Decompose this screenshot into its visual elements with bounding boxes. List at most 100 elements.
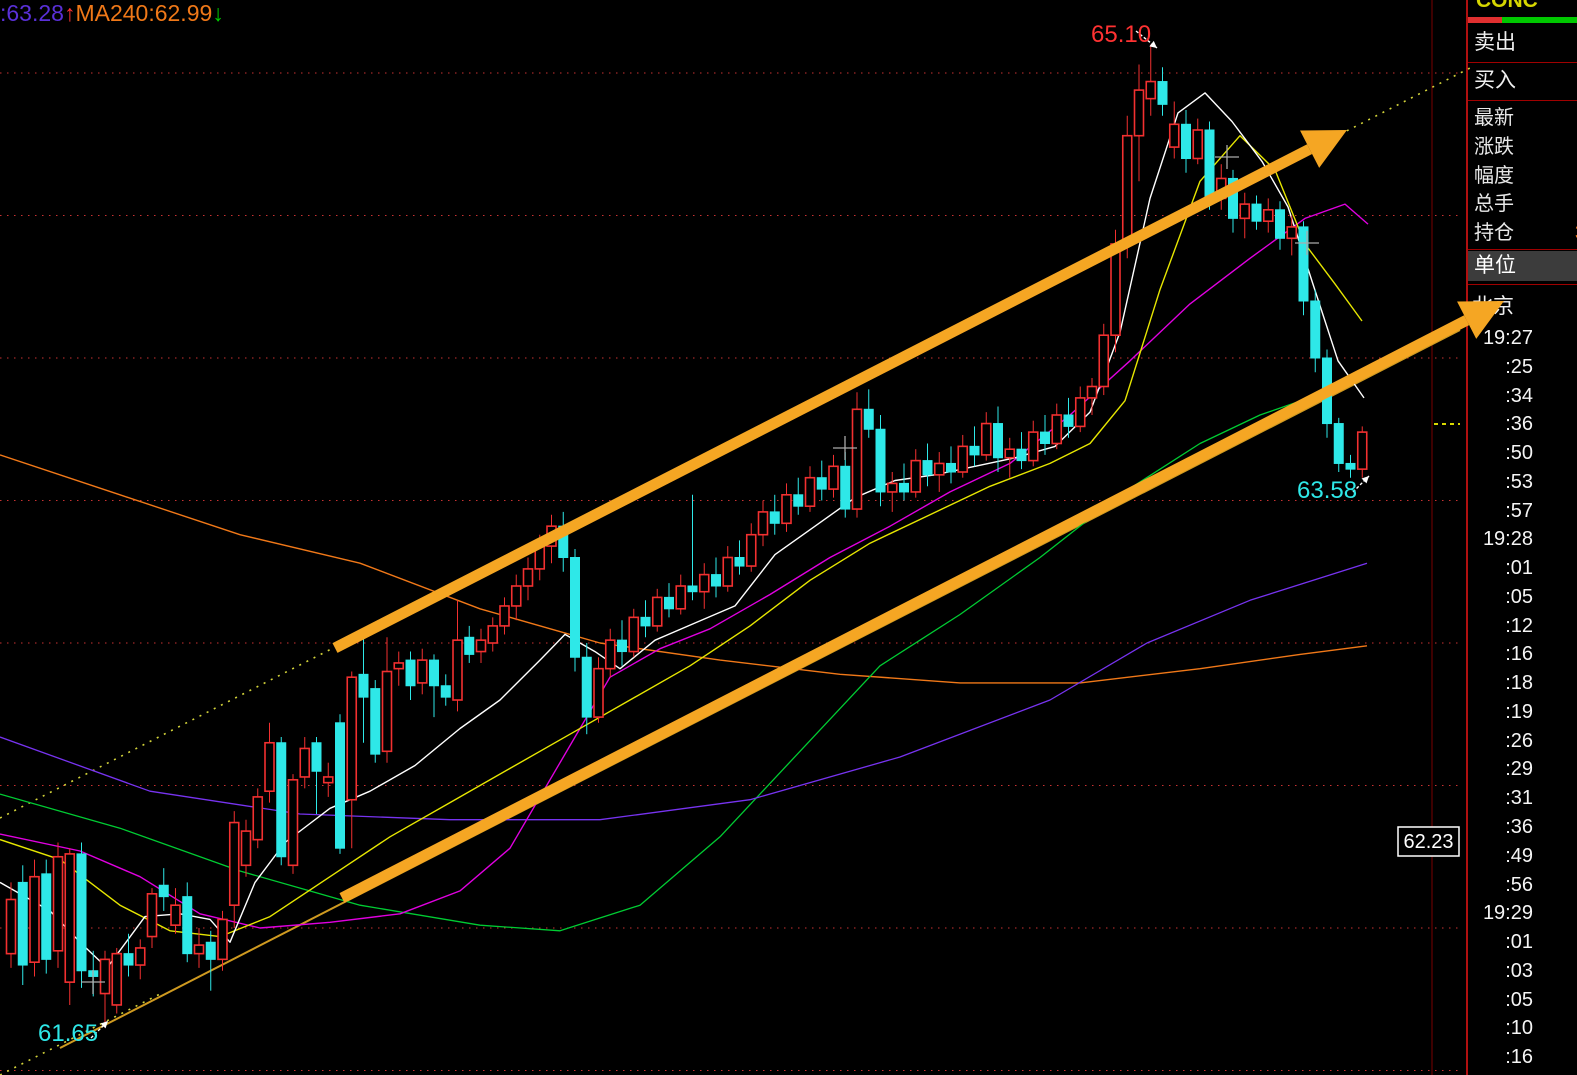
time-entry: :05 xyxy=(1505,988,1533,1011)
candle-down xyxy=(769,511,780,524)
ma-magenta xyxy=(0,203,1369,929)
time-entry: :01 xyxy=(1505,557,1533,580)
quote-row-持仓: 持仓 3 xyxy=(1468,219,1577,248)
candle-down xyxy=(1040,431,1050,445)
candle-up xyxy=(828,465,839,490)
time-entry: :25 xyxy=(1505,355,1533,378)
candle-up xyxy=(980,422,992,456)
candle-up xyxy=(1192,129,1204,160)
time-entry: :18 xyxy=(1505,672,1533,695)
time-sales-list[interactable]: 19:27:25:34:36:50:53:57 19:28:01:05:12:16… xyxy=(1468,324,1577,1072)
price-annotation-dip: 63.58 xyxy=(1297,477,1357,504)
pointer-arrow-peak xyxy=(1135,30,1158,49)
time-entry: :36 xyxy=(1505,816,1533,839)
buy-row[interactable]: 买入 xyxy=(1474,66,1516,96)
candle-up xyxy=(475,639,487,653)
candle-up xyxy=(170,904,181,926)
quote-row-幅度: 幅度 xyxy=(1468,162,1577,191)
candle-up xyxy=(593,667,604,718)
buy-label: 买入 xyxy=(1474,69,1516,92)
time-entry: :05 xyxy=(1505,585,1533,608)
candle-up xyxy=(393,662,405,670)
candle-down xyxy=(1310,300,1321,359)
pointer-arrow-dip xyxy=(1352,475,1370,493)
candle-down xyxy=(1322,357,1332,425)
time-entry: :34 xyxy=(1505,384,1533,407)
candle-up xyxy=(851,408,863,510)
candle-down xyxy=(687,585,698,593)
candle-down xyxy=(1016,448,1027,462)
candle-up xyxy=(134,947,146,966)
time-entry: :36 xyxy=(1505,413,1533,436)
candle-up xyxy=(1051,414,1063,445)
candle-down xyxy=(182,896,193,955)
candle-up xyxy=(452,639,463,701)
trend-arrow-upper-shaft xyxy=(332,144,1313,653)
quote-value: 3 xyxy=(1575,219,1577,248)
divider xyxy=(1468,284,1577,285)
candle-up xyxy=(886,482,898,493)
unit-row[interactable]: 单位 xyxy=(1468,251,1577,281)
candle-up xyxy=(264,741,275,793)
price-annotation-bottom: 61.65 xyxy=(38,1020,98,1047)
candle-up xyxy=(804,476,816,508)
candle-up xyxy=(781,493,792,525)
candle-down xyxy=(734,557,745,567)
candle-up xyxy=(146,892,158,938)
time-entry: :26 xyxy=(1505,729,1533,752)
candle-down xyxy=(581,656,592,718)
divider xyxy=(1468,62,1577,63)
candle-down xyxy=(276,742,287,858)
candle-up xyxy=(499,605,510,627)
candle-up xyxy=(299,747,311,778)
time-entry: :16 xyxy=(1505,1046,1533,1069)
quote-row-涨跌: 涨跌 xyxy=(1468,133,1577,162)
candle-up xyxy=(416,659,428,684)
candle-up xyxy=(757,511,769,536)
candle-up xyxy=(1239,203,1251,220)
time-entry: :53 xyxy=(1505,470,1533,493)
candle-down xyxy=(1181,123,1191,160)
timezone-label: 北京 xyxy=(1472,295,1514,318)
candle-up xyxy=(287,778,299,867)
candle-up xyxy=(651,596,663,627)
candle-up xyxy=(99,958,111,995)
candle-down xyxy=(558,525,569,559)
candle-up xyxy=(346,676,358,801)
sell-row[interactable]: 卖出 xyxy=(1474,28,1516,58)
candle-up xyxy=(745,533,757,567)
candle-up xyxy=(1121,134,1133,245)
time-entry: 19:28 xyxy=(1482,528,1533,551)
time-entry: :50 xyxy=(1505,442,1533,465)
candle-up xyxy=(29,875,40,964)
quote-row-总手: 总手 xyxy=(1468,190,1577,219)
quote-label: 幅度 xyxy=(1474,164,1514,187)
candle-up xyxy=(193,944,205,955)
candle-down xyxy=(17,881,28,966)
pointer-arrow-bottom xyxy=(90,1020,109,1039)
candle-down xyxy=(405,659,416,687)
candle-down xyxy=(875,428,886,493)
candle-up xyxy=(546,525,557,547)
channel-lower-solid-line xyxy=(59,329,1461,1049)
candle-up xyxy=(1027,431,1039,462)
candle-down xyxy=(1298,226,1309,302)
ma-green xyxy=(0,394,1318,932)
candle-up xyxy=(910,459,922,493)
candle-up xyxy=(722,556,734,587)
candle-down xyxy=(1204,129,1215,199)
ma-orange-240 xyxy=(0,454,1368,684)
sell-ratio-segment xyxy=(1468,17,1502,23)
candle-down xyxy=(440,685,451,698)
price-tag-box xyxy=(1397,826,1460,857)
candle-down xyxy=(946,462,956,473)
quote-label: 涨跌 xyxy=(1474,135,1514,158)
candle-up xyxy=(675,585,687,610)
candle-down xyxy=(922,460,933,476)
contract-symbol: CONC xyxy=(1476,0,1538,12)
candle-up xyxy=(322,776,334,784)
pointer-arrowhead-dip xyxy=(1361,476,1369,484)
